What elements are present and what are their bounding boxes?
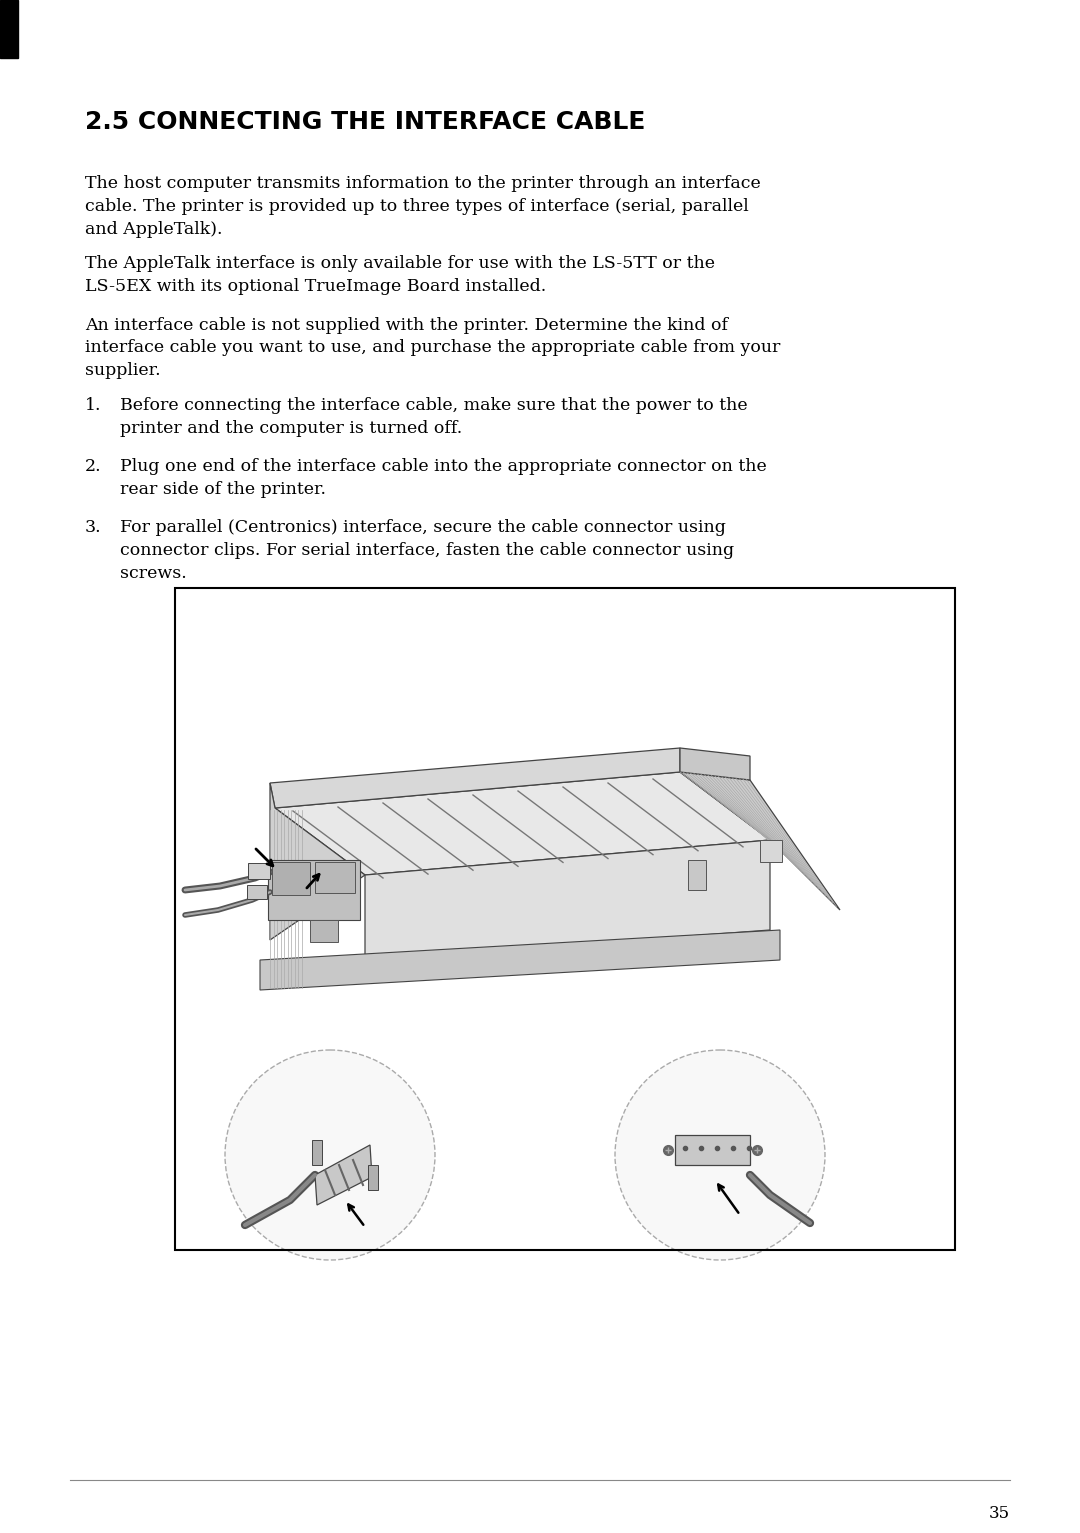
Bar — [272, 862, 310, 895]
Bar — [268, 860, 360, 920]
Bar — [688, 860, 706, 891]
Text: An interface cable is not supplied with the printer. Determine the kind of
inter: An interface cable is not supplied with … — [85, 316, 781, 379]
Polygon shape — [680, 748, 750, 780]
Text: 1.: 1. — [85, 397, 102, 414]
Bar — [760, 840, 782, 862]
Polygon shape — [270, 748, 680, 808]
Text: 35: 35 — [989, 1505, 1010, 1522]
Bar — [175, 587, 955, 1249]
Text: The AppleTalk interface is only available for use with the LS-5TT or the
LS-5EX : The AppleTalk interface is only availabl… — [85, 256, 715, 296]
Text: 3.: 3. — [85, 520, 102, 537]
Polygon shape — [270, 783, 365, 940]
Polygon shape — [680, 773, 840, 911]
Text: 2.: 2. — [85, 458, 102, 475]
Polygon shape — [675, 1134, 750, 1165]
Bar — [315, 862, 355, 894]
Bar — [248, 863, 270, 878]
Ellipse shape — [225, 1050, 435, 1260]
Bar — [368, 1165, 378, 1190]
Text: Before connecting the interface cable, make sure that the power to the
printer a: Before connecting the interface cable, m… — [120, 397, 747, 437]
Text: For parallel (Centronics) interface, secure the cable connector using
connector : For parallel (Centronics) interface, sec… — [120, 520, 734, 581]
Polygon shape — [260, 931, 780, 990]
Bar — [312, 1141, 322, 1165]
Bar — [247, 885, 267, 898]
Polygon shape — [365, 840, 770, 960]
Text: The host computer transmits information to the printer through an interface
cabl: The host computer transmits information … — [85, 175, 760, 238]
Ellipse shape — [615, 1050, 825, 1260]
Bar — [0, 0, 18, 58]
Polygon shape — [275, 773, 770, 875]
Text: 2.5 CONNECTING THE INTERFACE CABLE: 2.5 CONNECTING THE INTERFACE CABLE — [85, 110, 646, 133]
Polygon shape — [315, 1145, 372, 1205]
Bar — [310, 920, 338, 941]
Text: Plug one end of the interface cable into the appropriate connector on the
rear s: Plug one end of the interface cable into… — [120, 458, 767, 498]
